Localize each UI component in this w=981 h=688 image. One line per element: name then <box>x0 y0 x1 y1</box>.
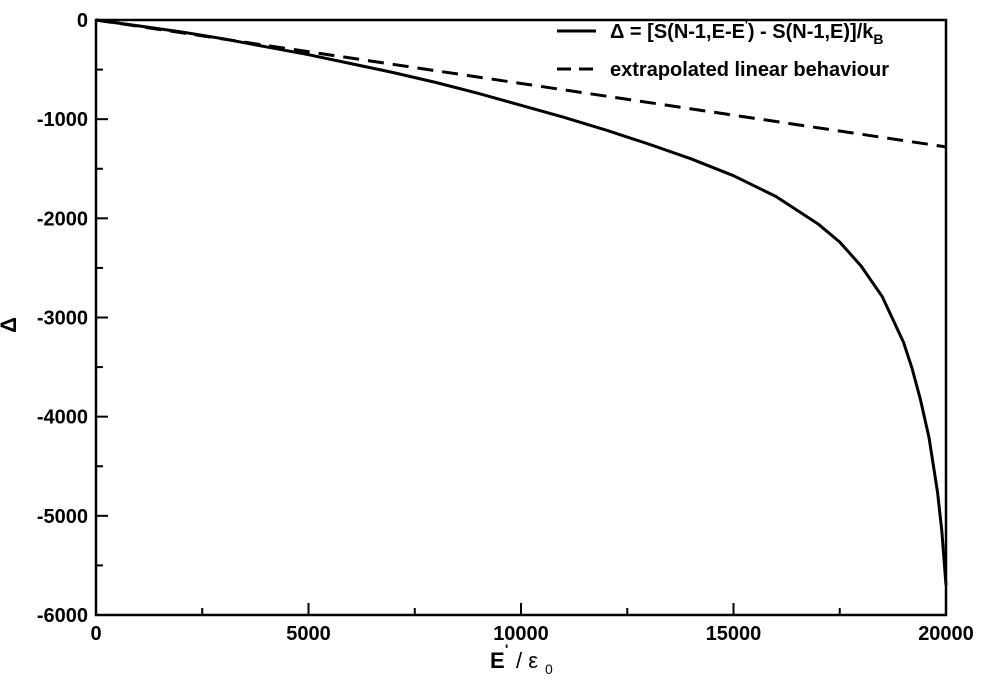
x-tick-label: 20000 <box>918 623 974 645</box>
x-axis-label: E ' / ε 0 <box>490 641 553 677</box>
y-tick-label: 0 <box>77 10 88 32</box>
x-tick-label: 5000 <box>286 623 331 645</box>
x-axis-label-main: E <box>490 648 505 673</box>
y-tick-label: -5000 <box>37 506 88 528</box>
x-tick-label: 15000 <box>706 623 762 645</box>
series-lines <box>95 18 948 586</box>
y-tick-label: -4000 <box>37 407 88 429</box>
y-tick-label: -2000 <box>37 208 88 230</box>
x-tick-label: 0 <box>90 623 101 645</box>
legend-label-solid: Δ = [S(N-1,E-E') - S(N-1,E)]/kB <box>610 18 884 47</box>
x-axis-label-prime: ' <box>505 641 508 657</box>
series-line-delta <box>95 18 948 586</box>
y-tick-label: -1000 <box>37 109 88 131</box>
legend: Δ = [S(N-1,E-E') - S(N-1,E)]/kB extrapol… <box>557 18 889 81</box>
x-axis-label-rest: / ε <box>516 648 538 673</box>
x-tick-label: 10000 <box>493 623 549 645</box>
y-tick-label: -6000 <box>37 605 88 627</box>
legend-label-dashed: extrapolated linear behaviour <box>610 59 889 81</box>
x-axis-label-sub: 0 <box>545 661 553 677</box>
y-axis-label: Δ <box>0 317 21 333</box>
plot-frame <box>94 18 948 617</box>
y-tick-label: -3000 <box>37 308 88 330</box>
series-line-linear-extrapolation <box>95 18 947 149</box>
axis-ticks: 0 5000 10000 15000 20000 0 -1000 -2000 -3000 -400… <box>37 10 974 645</box>
